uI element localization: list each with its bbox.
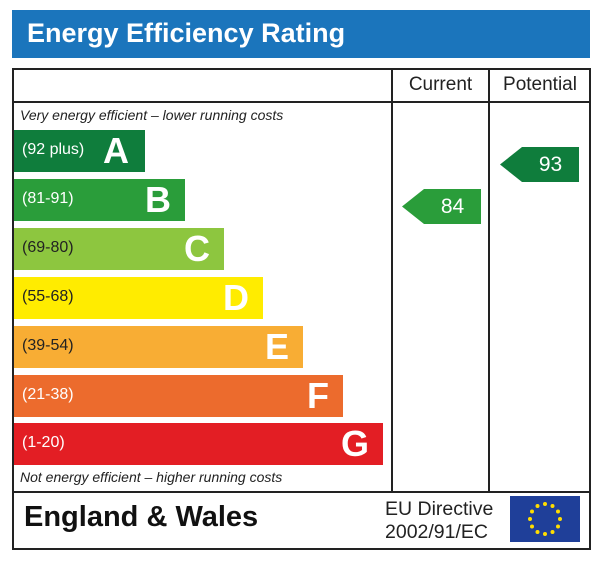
band-letter: E xyxy=(264,325,289,367)
band-range: (1-20) xyxy=(22,434,65,452)
star-icon xyxy=(550,504,555,509)
potential-column-divider xyxy=(488,68,490,492)
bottom-note: Not energy efficient – higher running co… xyxy=(20,469,283,485)
star-icon xyxy=(530,509,535,514)
directive-line-2: 2002/91/EC xyxy=(385,521,488,543)
star-icon xyxy=(543,502,547,506)
band-letter: C xyxy=(184,227,210,269)
band-c: (69-80) C xyxy=(14,227,224,270)
star-icon xyxy=(535,529,540,534)
star-icon xyxy=(558,517,562,521)
eu-directive: EU Directive 2002/91/EC xyxy=(385,498,493,544)
band-d: (55-68) D xyxy=(14,276,263,319)
potential-rating-arrow: 93 xyxy=(500,147,579,182)
band-b: (81-91) B xyxy=(14,178,185,221)
band-range: (39-54) xyxy=(22,336,74,354)
band-e: (39-54) E xyxy=(14,325,303,368)
current-column-divider xyxy=(391,68,393,492)
band-letter: D xyxy=(223,276,249,318)
band-range: (92 plus) xyxy=(22,141,85,158)
eu-flag-icon xyxy=(510,496,580,542)
current-rating-arrow: 84 xyxy=(402,188,481,224)
band-letter: G xyxy=(340,423,369,465)
star-icon xyxy=(550,529,555,534)
band-a: (92 plus) A xyxy=(14,130,145,172)
header-divider xyxy=(12,101,591,103)
band-range: (55-68) xyxy=(22,287,74,305)
star-icon xyxy=(530,524,535,529)
band-letter: B xyxy=(145,178,171,220)
directive-line-1: EU Directive xyxy=(385,498,494,520)
potential-column-header: Potential xyxy=(503,74,577,95)
band-letter: F xyxy=(307,374,329,416)
band-range: (69-80) xyxy=(22,238,74,256)
star-icon xyxy=(528,517,532,521)
star-icon xyxy=(555,524,560,529)
band-range: (81-91) xyxy=(22,189,74,207)
footer-divider xyxy=(12,491,591,493)
band-letter: A xyxy=(103,130,129,171)
chart-title: Energy Efficiency Rating xyxy=(27,18,346,48)
star-icon xyxy=(543,532,547,536)
current-column-header: Current xyxy=(408,74,473,95)
band-g: (1-20) G xyxy=(14,423,383,466)
region-label: England & Wales xyxy=(24,501,259,533)
band-f: (21-38) F xyxy=(14,374,343,417)
star-icon xyxy=(555,509,560,514)
rating-frame xyxy=(12,68,591,550)
potential-rating-value: 93 xyxy=(538,153,563,176)
star-icon xyxy=(535,504,540,509)
title-bar: Energy Efficiency Rating xyxy=(12,10,590,58)
band-range: (21-38) xyxy=(22,385,74,403)
current-rating-value: 84 xyxy=(440,194,465,218)
top-note: Very energy efficient – lower running co… xyxy=(20,107,284,123)
